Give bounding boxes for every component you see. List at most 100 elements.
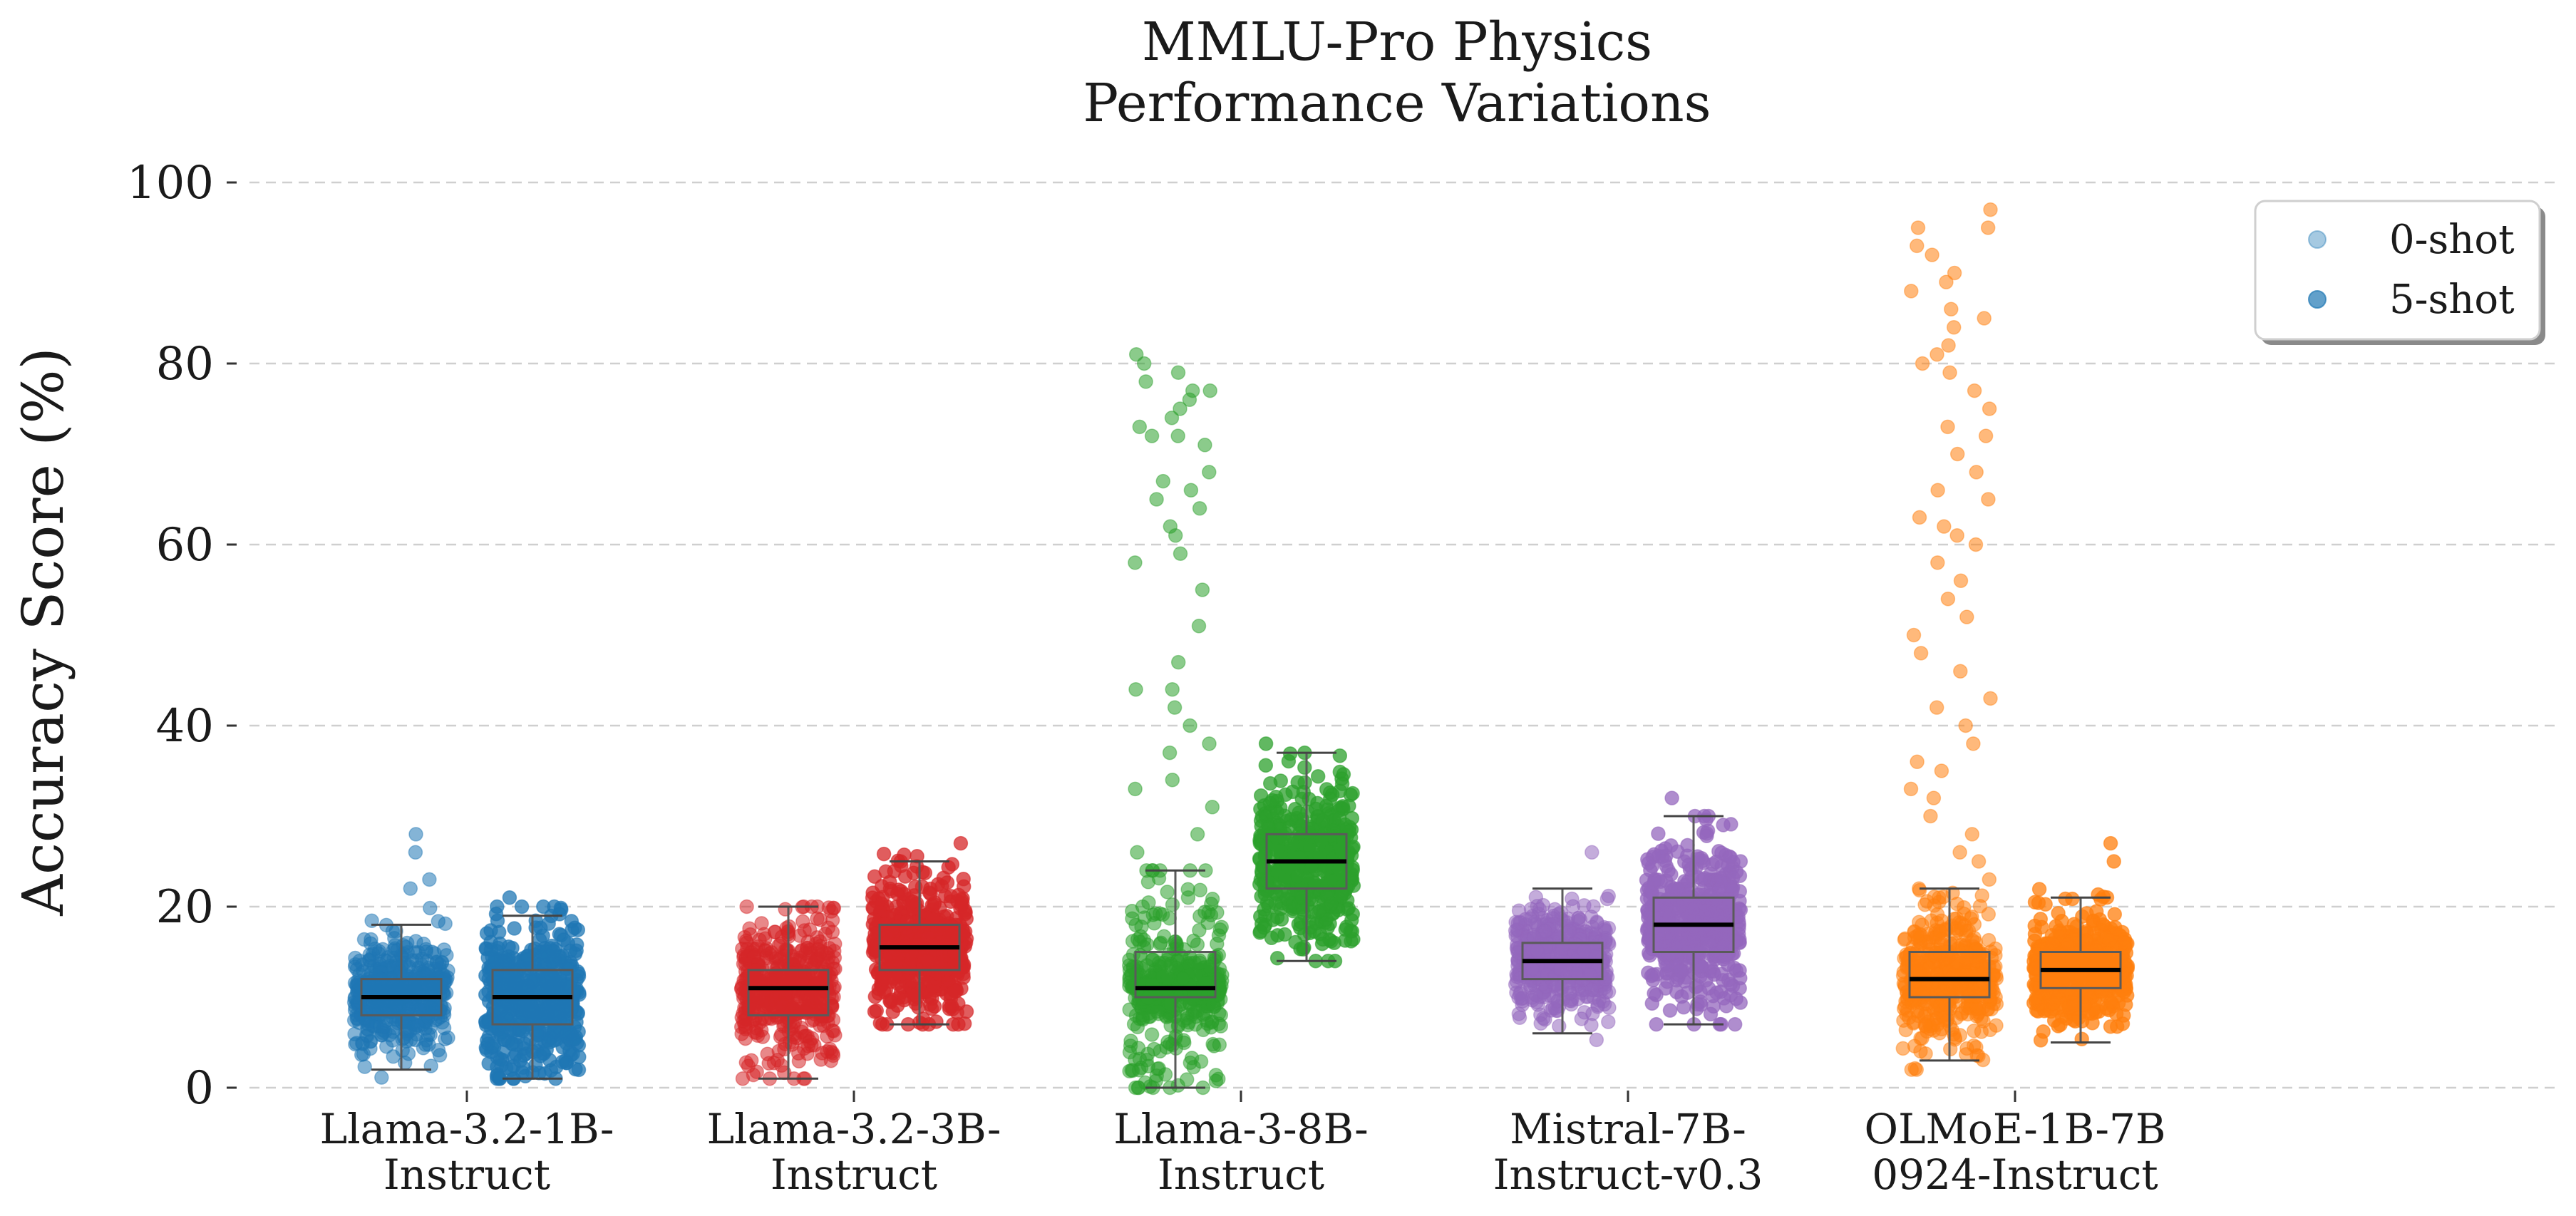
outlier-point — [1930, 483, 1945, 498]
data-point — [1514, 991, 1529, 1006]
data-point — [944, 857, 960, 872]
data-point — [1268, 896, 1283, 911]
data-point — [890, 886, 905, 902]
data-point — [1727, 1016, 1743, 1032]
data-point — [1508, 923, 1523, 938]
outlier-point — [953, 835, 969, 851]
outlier-point — [1958, 718, 1973, 733]
outlier-point — [1941, 338, 1956, 353]
data-point — [2029, 991, 2044, 1006]
outlier-point — [1971, 854, 1987, 869]
data-point — [572, 1049, 587, 1065]
data-point — [1132, 934, 1148, 949]
data-point — [347, 1026, 362, 1041]
data-point — [1182, 995, 1197, 1011]
data-point — [355, 957, 370, 972]
data-point — [2065, 891, 2080, 907]
outlier-point — [1205, 800, 1220, 815]
outlier-point — [1934, 763, 1949, 778]
data-point — [1897, 999, 1912, 1014]
data-point — [1264, 793, 1280, 808]
outlier-point — [1904, 284, 1919, 299]
data-point — [1287, 801, 1303, 817]
data-point — [2079, 906, 2094, 921]
data-point — [418, 1033, 434, 1048]
data-point — [1917, 897, 1932, 912]
plot-area — [346, 202, 2135, 1096]
series-0-shot-1 — [733, 899, 843, 1086]
data-point — [828, 962, 843, 977]
data-point — [828, 1028, 843, 1043]
data-point — [1599, 891, 1615, 907]
data-point — [1261, 820, 1277, 835]
data-point — [1733, 995, 1748, 1010]
data-point — [1160, 1034, 1175, 1050]
data-point — [882, 993, 897, 1009]
data-point — [366, 946, 381, 962]
outlier-point — [1947, 265, 1962, 281]
data-point — [2045, 936, 2060, 951]
outlier-point — [1202, 383, 1217, 398]
data-point — [1344, 810, 1360, 826]
data-point — [1589, 1032, 1604, 1048]
category-3 — [1508, 790, 1748, 1048]
data-point — [512, 1053, 528, 1068]
data-point — [761, 1056, 776, 1071]
series-5-shot-0 — [478, 890, 587, 1086]
outlier-point — [1912, 510, 1927, 525]
data-point — [1936, 890, 1951, 905]
outlier-point — [1128, 555, 1143, 570]
data-point — [418, 944, 433, 959]
data-point — [1297, 760, 1312, 776]
data-point — [2054, 913, 2069, 929]
data-point — [1897, 931, 1913, 947]
data-point — [1135, 1011, 1150, 1026]
outlier-point — [1183, 483, 1199, 498]
outlier-point — [1903, 781, 1919, 797]
outlier-point — [1966, 736, 1981, 751]
data-point — [905, 894, 920, 910]
outlier-point — [1162, 745, 1178, 761]
outlier-point — [1183, 718, 1197, 733]
data-point — [1310, 768, 1326, 784]
data-point — [927, 999, 942, 1014]
outlier-point — [490, 899, 505, 914]
data-point — [1571, 910, 1587, 926]
data-point — [1673, 963, 1688, 979]
data-point — [1144, 1027, 1160, 1042]
data-point — [810, 911, 825, 927]
outlier-point — [1906, 627, 1922, 643]
outlier-point — [1910, 220, 1926, 235]
data-point — [797, 923, 812, 938]
series-0-shot-0 — [346, 827, 455, 1085]
data-point — [490, 940, 506, 956]
outlier-point — [1197, 438, 1212, 453]
category-1 — [733, 835, 974, 1086]
data-point — [514, 899, 530, 914]
data-point — [956, 871, 971, 887]
box-iqr — [1908, 951, 1991, 999]
outlier-point — [1930, 347, 1944, 362]
data-point — [1680, 985, 1695, 1000]
outlier-point — [1130, 845, 1145, 860]
data-point — [1959, 1046, 1974, 1062]
data-point — [1180, 882, 1195, 897]
data-point — [555, 1054, 570, 1070]
data-point — [1639, 891, 1655, 906]
data-point — [1212, 1037, 1227, 1053]
data-point — [1956, 900, 1972, 915]
data-point — [1341, 798, 1356, 813]
data-point — [1162, 911, 1178, 926]
data-point — [773, 937, 788, 952]
data-point — [1919, 934, 1934, 949]
data-point — [1726, 960, 1742, 976]
data-point — [1334, 776, 1350, 791]
data-point — [1984, 1001, 1999, 1016]
data-point — [759, 941, 774, 956]
data-point — [357, 1059, 372, 1074]
data-point — [738, 1055, 754, 1070]
data-point — [827, 944, 842, 959]
data-point — [2116, 935, 2132, 950]
data-point — [959, 1004, 974, 1019]
data-point — [735, 1071, 751, 1086]
